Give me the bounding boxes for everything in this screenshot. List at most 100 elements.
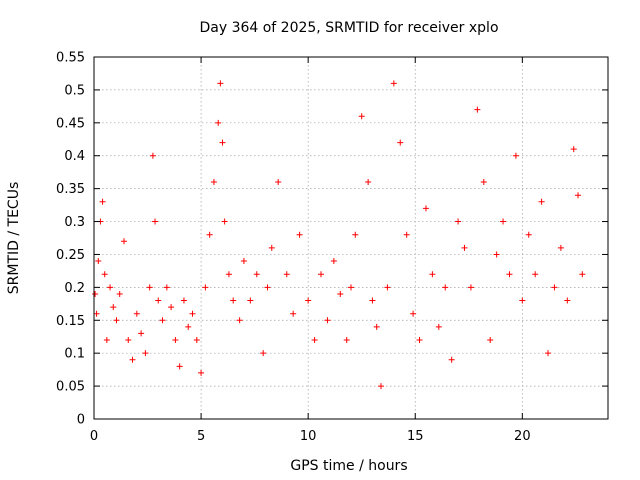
data-point [397, 139, 404, 146]
data-point [435, 323, 442, 330]
data-point [253, 271, 260, 278]
data-point [448, 356, 455, 363]
data-point [557, 244, 564, 251]
data-point [146, 284, 153, 291]
data-point [113, 317, 120, 324]
data-point [324, 317, 331, 324]
data-point [236, 317, 243, 324]
y-tick-label: 0.15 [56, 314, 85, 329]
data-point [120, 238, 127, 245]
data-point [429, 271, 436, 278]
data-point [225, 271, 232, 278]
data-point [337, 290, 344, 297]
data-point [519, 297, 526, 304]
data-point [230, 297, 237, 304]
data-point [384, 284, 391, 291]
grid-layer [94, 57, 608, 419]
data-point [193, 337, 200, 344]
data-point [172, 337, 179, 344]
y-axis-label: SRMTID / TECUs [6, 182, 22, 295]
data-point [579, 271, 586, 278]
data-point [275, 179, 282, 186]
data-point [352, 231, 359, 238]
data-point [217, 80, 224, 87]
y-tick-label: 0.2 [64, 281, 85, 296]
data-point [93, 310, 100, 317]
data-point [221, 218, 228, 225]
data-point [416, 337, 423, 344]
data-point [92, 290, 99, 297]
data-point [198, 369, 205, 376]
y-tick-label: 0.35 [56, 182, 85, 197]
data-point [369, 297, 376, 304]
y-tick-label: 0.4 [64, 149, 85, 164]
data-point [545, 350, 552, 357]
data-point [163, 284, 170, 291]
data-point [480, 179, 487, 186]
x-tick-label: 5 [197, 429, 205, 444]
data-point [575, 192, 582, 199]
data-point [422, 205, 429, 212]
tick-label-layer: 0 0.05 0.1 0.15 0.2 0.25 0.3 0.35 0.4 0.45 0.5 0.55… [56, 51, 531, 445]
data-point [305, 297, 312, 304]
data-point [403, 231, 410, 238]
data-point [290, 310, 297, 317]
x-tick-label: 20 [514, 429, 531, 444]
data-point [296, 231, 303, 238]
data-point [348, 284, 354, 291]
y-tick-label: 0.5 [64, 83, 85, 98]
data-point [500, 218, 507, 225]
data-point [564, 297, 571, 304]
data-point [493, 251, 500, 258]
data-point [99, 198, 106, 205]
data-point [180, 297, 187, 304]
data-point [330, 258, 337, 265]
plot-frame [93, 56, 609, 420]
x-tick-label: 0 [90, 429, 98, 444]
x-axis-label: GPS time / hours [290, 458, 407, 474]
data-point [318, 271, 325, 278]
y-tick-label: 0.25 [56, 248, 85, 263]
data-point [185, 323, 192, 330]
data-point [532, 271, 539, 278]
data-point [538, 198, 545, 205]
data-point [343, 337, 350, 344]
data-point [512, 152, 519, 159]
data-point [283, 271, 290, 278]
data-point [410, 310, 417, 317]
data-point [210, 179, 217, 186]
data-point [373, 323, 380, 330]
data-point [206, 231, 213, 238]
y-tick-label: 0.55 [56, 51, 85, 66]
y-tick-label: 0.1 [64, 347, 85, 362]
data-point [155, 297, 162, 304]
x-tick-label: 10 [300, 429, 317, 444]
data-point [138, 330, 145, 337]
y-tick-label: 0.3 [64, 215, 85, 230]
data-point [247, 297, 254, 304]
data-point [116, 290, 123, 297]
x-tick-label: 15 [407, 429, 424, 444]
data-point [570, 146, 577, 153]
data-point [125, 337, 132, 344]
y-tick-label: 0.45 [56, 116, 85, 131]
y-tick-label: 0.05 [56, 380, 85, 395]
data-point [152, 218, 159, 225]
data-point [168, 304, 175, 311]
chart-title: Day 364 of 2025, SRMTID for receiver xpl… [199, 20, 498, 36]
data-point [101, 271, 108, 278]
data-point [133, 310, 140, 317]
data-point [390, 80, 397, 87]
data-point [442, 284, 449, 291]
data-point [506, 271, 513, 278]
ticks-layer [93, 56, 608, 420]
data-point [268, 244, 275, 251]
data-point [142, 350, 149, 357]
data-point [240, 258, 247, 265]
points-layer [92, 80, 586, 390]
data-point [365, 179, 372, 186]
data-point [202, 284, 209, 291]
data-point [95, 258, 102, 265]
data-point [455, 218, 462, 225]
